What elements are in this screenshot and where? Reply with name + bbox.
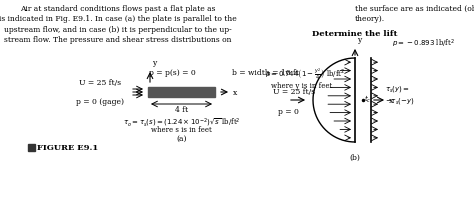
Text: where y is in feet: where y is in feet bbox=[271, 82, 332, 90]
Text: p = 0 (gage): p = 0 (gage) bbox=[76, 98, 124, 106]
Text: where s is in feet: where s is in feet bbox=[151, 126, 212, 134]
Text: $p = -0.893$ lb/ft$^2$: $p = -0.893$ lb/ft$^2$ bbox=[392, 38, 455, 50]
Text: $\tau_s(y) =$
$-\tau_s(-y)$: $\tau_s(y) =$ $-\tau_s(-y)$ bbox=[385, 84, 415, 106]
Text: y: y bbox=[152, 59, 156, 67]
Text: (b): (b) bbox=[349, 154, 360, 162]
Text: Air at standard conditions flows past a flat plate as
is indicated in Fig. E9.1.: Air at standard conditions flows past a … bbox=[0, 5, 237, 44]
Text: x: x bbox=[389, 97, 393, 105]
Text: b = width = 10 ft: b = width = 10 ft bbox=[232, 69, 299, 77]
Text: the surface are as indicated (obtained either by experiment or
theory).: the surface are as indicated (obtained e… bbox=[355, 5, 474, 23]
Text: FIGURE E9.1: FIGURE E9.1 bbox=[37, 144, 98, 152]
Text: p = p(s) = 0: p = p(s) = 0 bbox=[149, 69, 195, 77]
Bar bbox=[148, 87, 215, 97]
Text: (a): (a) bbox=[176, 135, 187, 143]
Text: $\tau_o = \tau_s(s) = (1.24 \times 10^{-2})\sqrt{s}$ lb/ft$^2$: $\tau_o = \tau_s(s) = (1.24 \times 10^{-… bbox=[123, 117, 240, 129]
Text: $t_c$: $t_c$ bbox=[364, 94, 371, 105]
Text: x: x bbox=[233, 89, 237, 97]
Text: $p = 0.744\left(1 - \frac{y^2}{4}\right)$ lb/ft$^2$: $p = 0.744\left(1 - \frac{y^2}{4}\right)… bbox=[265, 66, 346, 82]
Text: 4 ft: 4 ft bbox=[175, 106, 188, 114]
Text: Determine the lift: Determine the lift bbox=[312, 30, 398, 38]
Text: y: y bbox=[357, 36, 361, 44]
Bar bbox=[28, 144, 35, 151]
Text: p = 0: p = 0 bbox=[278, 108, 299, 116]
Text: U = 25 ft/s: U = 25 ft/s bbox=[79, 79, 121, 87]
Text: U = 25 ft/s: U = 25 ft/s bbox=[273, 88, 315, 96]
